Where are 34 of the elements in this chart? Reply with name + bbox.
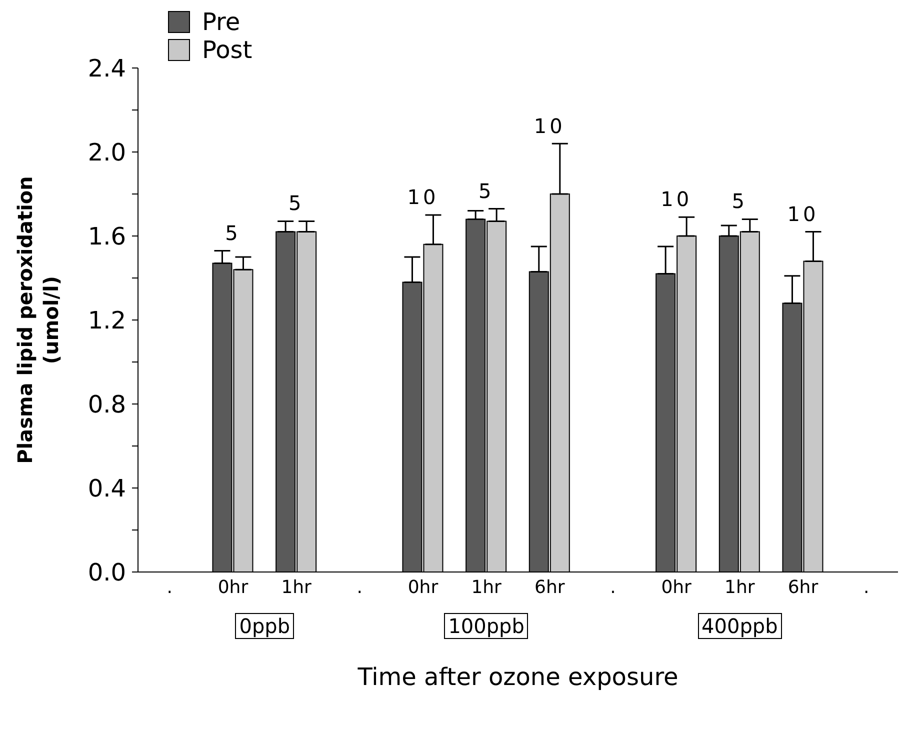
x-tick-label: . xyxy=(356,576,363,598)
x-axis-title: Time after ozone exposure xyxy=(356,663,680,691)
text: 100ppb xyxy=(444,613,528,639)
y-tick-label: 0.8 xyxy=(88,390,126,419)
x-tick-label: . xyxy=(166,576,173,598)
y-tick-label: 2.4 xyxy=(88,54,126,83)
x-tick-label: 0hr xyxy=(218,576,249,598)
y-axis-title: Plasma lipid peroxidation (umol/l) xyxy=(13,176,63,464)
annotation: 10 xyxy=(786,202,820,226)
annotation: 10 xyxy=(660,187,694,212)
legend-label: Post xyxy=(202,36,252,64)
y-tick-label: 0.0 xyxy=(88,558,126,587)
x-tick-label: 6hr xyxy=(534,576,566,598)
annotation: 5 xyxy=(224,220,242,245)
annotation: 10 xyxy=(532,114,566,138)
x-tick-label: 1hr xyxy=(471,576,502,598)
annotation: 5 xyxy=(730,189,749,214)
y-tick-label: 1.6 xyxy=(88,222,126,251)
text: 0ppb xyxy=(235,613,294,639)
x-tick-label: 6hr xyxy=(788,576,819,598)
x-tick-label: . xyxy=(863,576,870,598)
y-tick-label: 0.4 xyxy=(88,474,126,503)
text: 400ppb xyxy=(698,613,782,639)
annotation: 5 xyxy=(287,191,306,216)
annotation: 5 xyxy=(477,178,496,203)
y-tick-label: 2.0 xyxy=(88,138,126,167)
x-tick-label: 0hr xyxy=(408,576,439,598)
x-tick-label: 1hr xyxy=(281,576,312,598)
x-tick-label: 1hr xyxy=(724,576,756,598)
legend-label: Pre xyxy=(202,8,240,36)
annotation: 10 xyxy=(406,185,440,209)
y-tick-label: 1.2 xyxy=(88,306,126,335)
x-tick-label: . xyxy=(610,576,616,598)
x-tick-label: 0hr xyxy=(661,576,692,598)
